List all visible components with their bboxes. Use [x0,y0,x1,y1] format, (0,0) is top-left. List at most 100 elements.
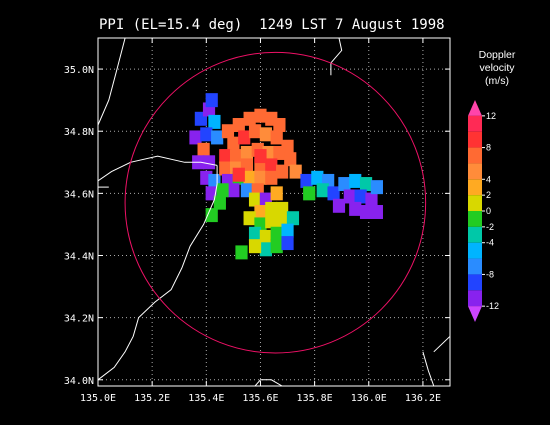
echo-cell [230,149,243,164]
coastline [433,335,450,353]
echo-cell [270,239,283,254]
echo-cell [270,226,283,241]
x-tick-label: 135.8E [297,393,333,404]
colorbar-band [468,163,482,180]
colorbar-band [468,258,482,275]
echo-cell [300,173,313,188]
colorbar-title-line: velocity [479,62,515,74]
echo-cell [200,127,213,142]
echo-cell [354,189,367,204]
echo-cell [202,155,216,170]
echo-cell [243,211,256,226]
echo-cell [303,186,316,201]
echo-cell [248,226,262,241]
colorbar-title-line: (m/s) [485,75,509,87]
echo-cell [273,118,286,132]
colorbar-band [468,147,482,164]
colorbar-title-line: Doppler [479,49,516,61]
x-tick-label: 135.2E [134,393,170,404]
echo-cell [370,180,383,195]
colorbar-band [468,195,482,211]
echo-cell [232,167,245,182]
echo-cell [259,229,272,244]
echo-cell [349,173,362,188]
echo-cell [286,211,300,226]
echo-cell [349,201,362,216]
colorbar-tick-label: 2 [486,190,491,200]
colorbar-band [468,115,482,132]
echo-cell [265,201,278,216]
x-tick-label: 136.0E [351,393,387,404]
echo-cell [205,93,218,108]
colorbar-tick-label: -12 [486,301,499,311]
x-tick-label: 135.6E [242,393,278,404]
echo-cell [365,192,378,207]
coastline [98,165,218,381]
echo-cell [254,170,267,185]
echo-cell [254,149,267,164]
y-tick-label: 34.2N [64,314,94,325]
echo-cell [281,236,294,251]
colorbar: 12 8 4 2 0 -2 -4 -8 -12 [468,100,499,322]
echo-cell [243,111,256,126]
echo-cell [243,170,256,185]
echo-cell [197,142,210,157]
range-ring [124,51,427,354]
colorbar-band [468,226,482,243]
coastline [422,351,435,386]
coastline [98,155,218,182]
echo-cell [332,198,346,213]
echo-cell [227,183,240,198]
echo-cell [219,149,232,164]
echo-cell [235,245,248,260]
echo-cells [189,93,383,260]
plot-frame [97,37,451,387]
echo-cell [273,145,286,160]
echo-cell [316,183,329,198]
echo-cell [254,108,267,123]
echo-cell [216,183,229,198]
echo-cell [343,189,356,204]
echo-cell [265,170,278,185]
echo-cell [311,170,324,185]
echo-cell [232,118,245,132]
echo-cell [284,152,297,167]
echo-cell [270,186,283,201]
colorbar-tick-label: 4 [486,174,491,184]
echo-cell [248,124,262,139]
colorbar-tick-label: -2 [486,222,494,232]
echo-cell [259,242,272,257]
echo-cell [221,124,235,139]
echo-cell [248,192,262,207]
echo-cell [289,164,302,179]
echo-cell [259,127,272,142]
y-tick-label: 34.6N [64,189,94,200]
chart-title: PPI (EL=15.4 deg) 1249 LST 7 August 1998 [99,17,445,33]
echo-cell [338,177,351,192]
colorbar-band [468,211,482,227]
colorbar-band [468,290,482,307]
colorbar-band [468,274,482,291]
x-tick-label: 135.4E [188,393,224,404]
colorbar-tick-label: -4 [486,238,494,248]
coastline [98,38,126,126]
x-tick-label: 136.2E [405,393,441,404]
coastline [254,379,283,386]
echo-cell [359,205,373,219]
colorbar-band-bottom [468,306,482,322]
echo-cell [270,130,283,145]
echo-cell [211,130,224,145]
echo-cell [254,205,267,219]
echo-cell [189,130,202,145]
echo-cell [213,195,226,210]
colorbar-tick-label: -8 [486,269,494,279]
colorbar-tick-label: 8 [486,143,491,153]
echo-cell [219,161,232,176]
echo-cell [248,239,262,254]
y-tick-label: 34.8N [64,127,94,138]
echo-cell [276,164,289,179]
colorbar-tick-label: 12 [486,111,496,121]
echo-cell [208,114,221,129]
